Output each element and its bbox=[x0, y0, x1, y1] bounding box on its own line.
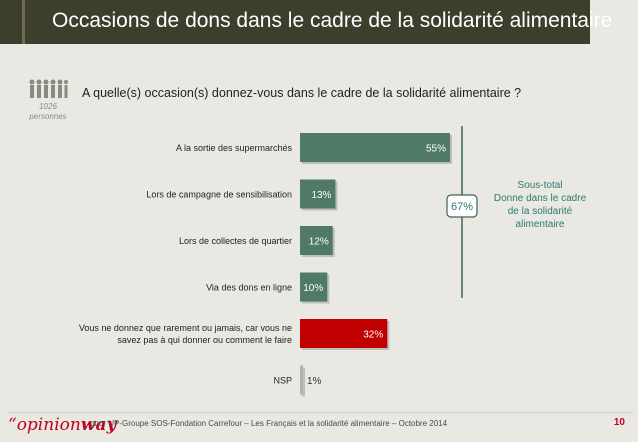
bar-value-label: 32% bbox=[363, 330, 383, 341]
category-label: savez pas à qui donner ou comment le fai… bbox=[117, 335, 292, 345]
bar-4 bbox=[300, 319, 388, 348]
bar-3 bbox=[300, 272, 328, 302]
title-bar: Occasions de dons dans le cadre de la so… bbox=[0, 0, 612, 44]
title-accent bbox=[22, 0, 25, 44]
footer: “opinionway pour UP-Groupe SOS-Fondation… bbox=[8, 412, 633, 435]
category-label: Vous ne donnez que rarement ou jamais, c… bbox=[79, 323, 292, 333]
base-count-number: 1026 bbox=[39, 102, 57, 111]
subtotal-label-line: alimentaire bbox=[515, 219, 565, 230]
bar-value-label: 1% bbox=[307, 376, 322, 387]
category-label: Lors de campagne de sensibilisation bbox=[146, 190, 292, 200]
bar-5 bbox=[300, 365, 303, 395]
subtotal-label-line: Donne dans le cadre bbox=[493, 193, 587, 204]
brand-logo: “opinionway bbox=[8, 415, 116, 435]
subtotal-value: 67% bbox=[451, 201, 473, 213]
bar-value-label: 13% bbox=[311, 190, 331, 201]
bar-value-label: 12% bbox=[309, 237, 329, 248]
bar-0 bbox=[300, 133, 450, 162]
brand-prefix: “opinion bbox=[8, 415, 81, 435]
bar-1 bbox=[300, 179, 336, 209]
bar-value-label: 55% bbox=[426, 144, 446, 155]
base-count-unit: personnes bbox=[29, 112, 67, 121]
base-count: 1026 personnes bbox=[24, 102, 72, 122]
bar-2 bbox=[300, 226, 333, 255]
subtotal-label-line: Sous-total bbox=[517, 180, 563, 191]
footer-note: pour UP-Groupe SOS-Fondation Carrefour –… bbox=[90, 419, 448, 428]
bar-value-label: 10% bbox=[303, 283, 323, 294]
brand-suffix: way bbox=[80, 415, 117, 435]
category-label: NSP bbox=[273, 376, 292, 386]
subtotal-badge: 67% bbox=[446, 194, 478, 218]
question-text: A quelle(s) occasion(s) donnez-vous dans… bbox=[82, 86, 522, 100]
category-label: Lors de collectes de quartier bbox=[179, 236, 292, 246]
people-crowd-icon bbox=[29, 79, 68, 98]
page-number: 10 bbox=[613, 417, 625, 428]
bar-chart: 55% A la sortie des supermarchés 13% Lors d… bbox=[79, 126, 478, 397]
category-label: A la sortie des supermarchés bbox=[176, 143, 293, 153]
subtotal-label: Sous-total Donne dans le cadre de la sol… bbox=[488, 179, 592, 231]
subtotal-label-line: de la solidarité bbox=[507, 206, 573, 217]
bar-shadow bbox=[302, 367, 305, 397]
category-label: Via des dons en ligne bbox=[206, 283, 292, 293]
page-title: Occasions de dons dans le cadre de la so… bbox=[52, 9, 613, 32]
